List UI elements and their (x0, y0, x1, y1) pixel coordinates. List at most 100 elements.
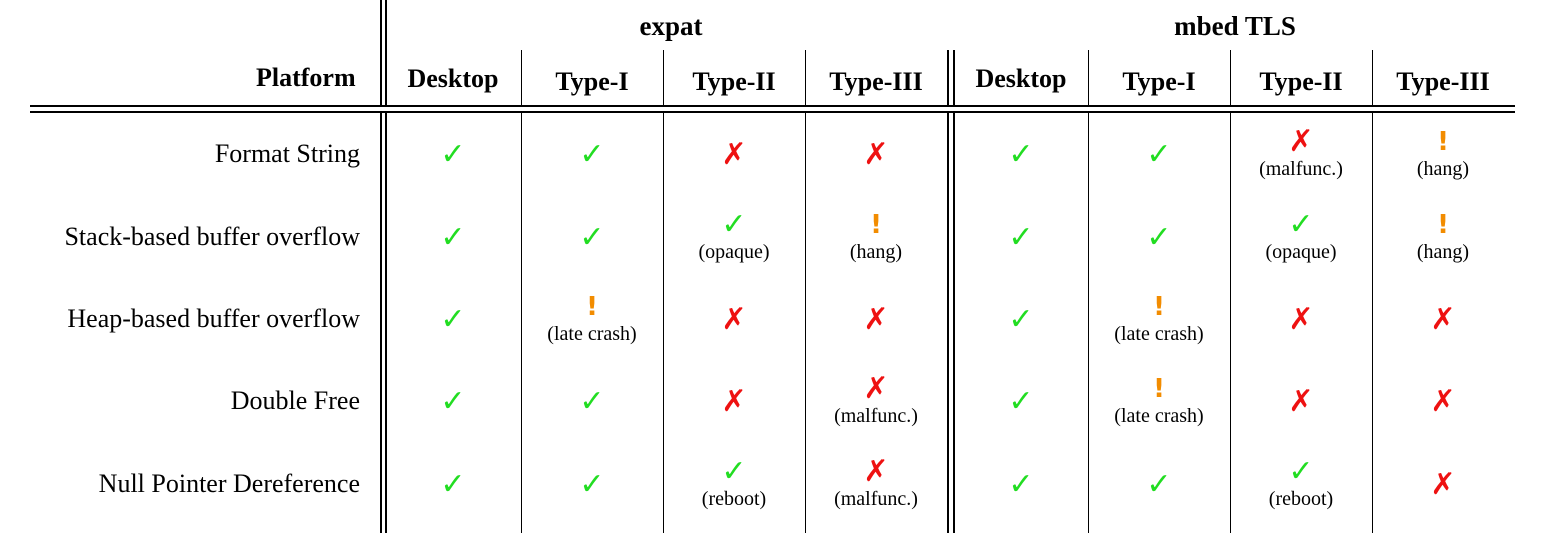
divider-platform-2 (385, 0, 387, 105)
check-mark-icon: ✓ (721, 207, 747, 242)
row-label-null-pointer: Null Pointer Dereference (98, 469, 360, 498)
check-mark-icon: ✓ (579, 384, 605, 419)
result-cell: ✓ (521, 223, 663, 305)
row-label-stack-overflow: Stack-based buffer overflow (64, 222, 360, 251)
result-cell: ✓ (950, 470, 1092, 552)
cross-mark-icon: ✗ (863, 454, 889, 489)
column-divider (1230, 113, 1232, 533)
check-mark-icon: ✓ (579, 220, 605, 255)
column-header-mbed-type-i: Type-I (1122, 67, 1196, 96)
check-mark-icon: ✓ (1008, 384, 1034, 419)
warning-icon: ! (1437, 127, 1449, 157)
corner-label: Platform (256, 63, 356, 92)
result-cell: ! (late crash) (1088, 292, 1230, 374)
result-note: (opaque) (698, 241, 770, 263)
group-header-expat: expat (639, 11, 703, 41)
results-table: Platform expat mbed TLS Desktop Type-I T… (30, 0, 1515, 533)
result-cell: ✓ (1088, 140, 1230, 222)
check-mark-icon: ✓ (721, 454, 747, 489)
result-note: (malfunc.) (834, 405, 918, 427)
result-note: (reboot) (701, 488, 767, 510)
result-cell: ✓ (reboot) (663, 457, 805, 539)
result-cell: ✗ (1372, 305, 1514, 387)
cross-mark-icon: ✗ (721, 384, 747, 419)
cross-mark-icon: ✗ (863, 371, 889, 406)
cross-mark-icon: ✗ (1430, 467, 1456, 502)
result-cell: ✓ (382, 223, 524, 305)
check-mark-icon: ✓ (1146, 137, 1172, 172)
row-label-double-free: Double Free (230, 386, 360, 415)
result-cell: ✓ (521, 470, 663, 552)
result-cell: ✓ (521, 140, 663, 222)
result-cell: ! (hang) (1372, 210, 1514, 292)
check-mark-icon: ✓ (1288, 454, 1314, 489)
column-divider (521, 113, 523, 533)
warning-icon: ! (586, 292, 598, 322)
header-rule-top (30, 105, 1515, 107)
result-cell: ✗ (1372, 387, 1514, 469)
result-cell: ✓ (950, 387, 1092, 469)
check-mark-icon: ✓ (440, 137, 466, 172)
result-cell: ✗ (1372, 470, 1514, 552)
divider-platform-1 (380, 0, 382, 105)
column-divider (663, 50, 665, 105)
column-header-mbed-type-ii: Type-II (1259, 67, 1343, 96)
check-mark-icon: ✓ (440, 384, 466, 419)
cross-mark-icon: ✗ (1430, 384, 1456, 419)
result-note: (hang) (849, 241, 903, 263)
check-mark-icon: ✓ (440, 302, 466, 337)
result-cell: ✗ (663, 140, 805, 222)
column-divider (521, 50, 523, 105)
result-cell: ! (late crash) (1088, 374, 1230, 456)
result-cell: ✗ (malfunc.) (1230, 127, 1372, 209)
warning-icon: ! (1153, 292, 1165, 322)
cross-mark-icon: ✗ (721, 137, 747, 172)
column-header-mbed-type-iii: Type-III (1396, 67, 1490, 96)
result-cell: ! (hang) (805, 210, 947, 292)
check-mark-icon: ✓ (1008, 302, 1034, 337)
check-mark-icon: ✓ (579, 137, 605, 172)
result-note: (late crash) (1114, 405, 1204, 427)
check-mark-icon: ✓ (1146, 467, 1172, 502)
cross-mark-icon: ✗ (1288, 384, 1314, 419)
divider-group-2 (953, 50, 955, 105)
result-cell: ✓ (382, 387, 524, 469)
column-divider (1372, 113, 1374, 533)
check-mark-icon: ✓ (1008, 137, 1034, 172)
divider-group-1 (947, 50, 949, 105)
result-cell: ✓ (382, 140, 524, 222)
column-divider (1372, 50, 1374, 105)
result-cell: ✗ (1230, 387, 1372, 469)
result-note: (opaque) (1265, 241, 1337, 263)
result-cell: ✓ (950, 305, 1092, 387)
result-cell: ✓ (950, 140, 1092, 222)
column-divider (1088, 113, 1090, 533)
check-mark-icon: ✓ (579, 467, 605, 502)
column-divider (1088, 50, 1090, 105)
result-note: (hang) (1416, 158, 1470, 180)
divider-group-body-1 (947, 113, 949, 533)
result-note: (malfunc.) (1259, 158, 1343, 180)
result-cell: ! (late crash) (521, 292, 663, 374)
cross-mark-icon: ✗ (1288, 302, 1314, 337)
cross-mark-icon: ✗ (1288, 124, 1314, 159)
check-mark-icon: ✓ (1288, 207, 1314, 242)
divider-platform-body-2 (385, 113, 387, 533)
check-mark-icon: ✓ (440, 467, 466, 502)
result-cell: ! (hang) (1372, 127, 1514, 209)
column-header-expat-desktop: Desktop (407, 64, 499, 93)
column-divider (1230, 50, 1232, 105)
result-cell: ✓ (1088, 470, 1230, 552)
result-note: (hang) (1416, 241, 1470, 263)
result-note: (late crash) (547, 323, 637, 345)
check-mark-icon: ✓ (440, 220, 466, 255)
warning-icon: ! (870, 210, 882, 240)
column-header-expat-type-iii: Type-III (829, 67, 923, 96)
result-cell: ✗ (1230, 305, 1372, 387)
column-header-expat-type-ii: Type-II (692, 67, 776, 96)
column-header-expat-type-i: Type-I (555, 67, 629, 96)
result-note: (late crash) (1114, 323, 1204, 345)
row-label-heap-overflow: Heap-based buffer overflow (67, 304, 360, 333)
warning-icon: ! (1153, 374, 1165, 404)
warning-icon: ! (1437, 210, 1449, 240)
